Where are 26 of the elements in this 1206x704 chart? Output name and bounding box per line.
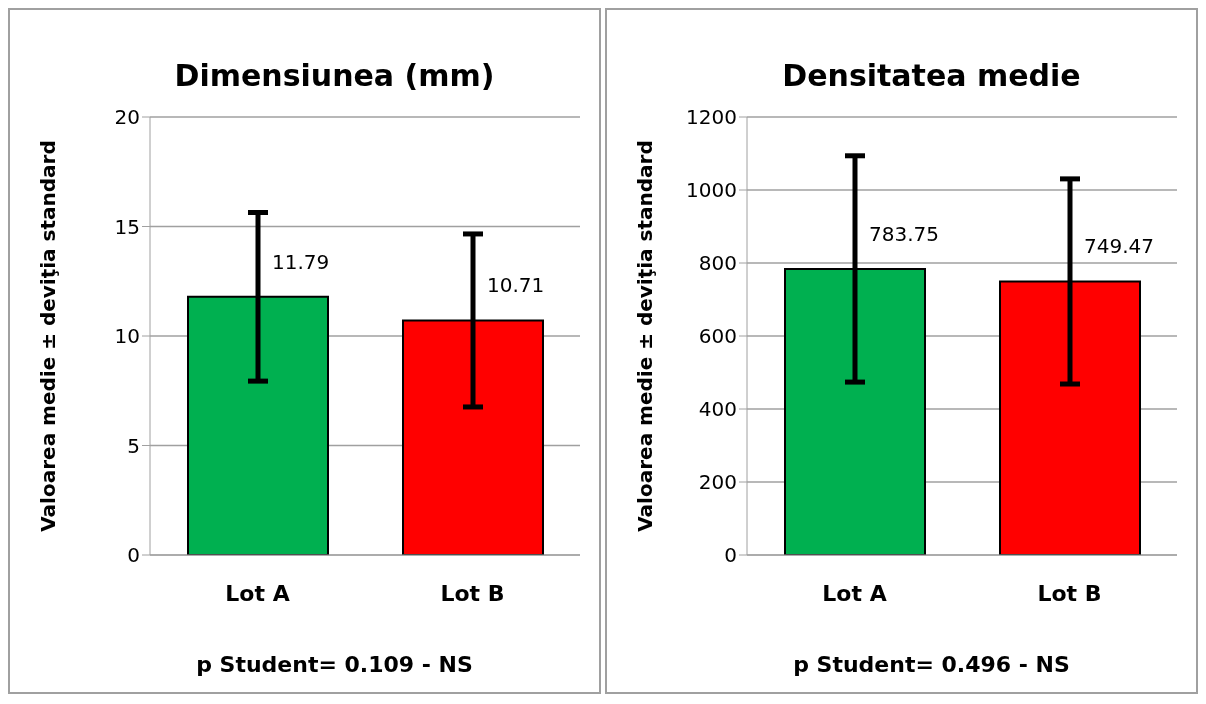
y-axis-title: Valoarea medie ± deviţia standard [633, 140, 658, 532]
data-label: 11.79 [272, 249, 330, 274]
chart-title: Densitatea medie [781, 58, 1082, 93]
data-label: 749.47 [1084, 234, 1154, 259]
y-tick-label: 20 [114, 105, 140, 130]
y-tick-label: 200 [698, 470, 737, 495]
x-tick-label: Lot B [1037, 580, 1102, 606]
y-axis-title: Valoarea medie ± deviţia standard [36, 140, 61, 532]
y-tick-label: 1200 [686, 105, 737, 130]
x-tick-label: Lot A [822, 580, 887, 606]
y-tick-label: 5 [127, 433, 140, 458]
chart-title: Dimensiunea (mm) [173, 58, 496, 93]
y-tick-label: 800 [698, 251, 737, 276]
data-label: 783.75 [869, 221, 939, 246]
x-tick-label: Lot A [225, 580, 290, 606]
y-tick-label: 0 [127, 543, 140, 568]
y-tick-label: 10 [114, 324, 140, 349]
y-tick-label: 600 [698, 324, 737, 349]
x-tick-label: Lot B [440, 580, 505, 606]
y-tick-label: 400 [698, 397, 737, 422]
text: p Student= 0.496 - NS [792, 652, 1071, 677]
y-tick-label: 1000 [686, 178, 737, 203]
y-tick-label: 0 [724, 543, 737, 568]
data-label: 10.71 [487, 273, 545, 298]
y-tick-label: 15 [114, 214, 140, 239]
text: p Student= 0.109 - NS [195, 652, 474, 677]
